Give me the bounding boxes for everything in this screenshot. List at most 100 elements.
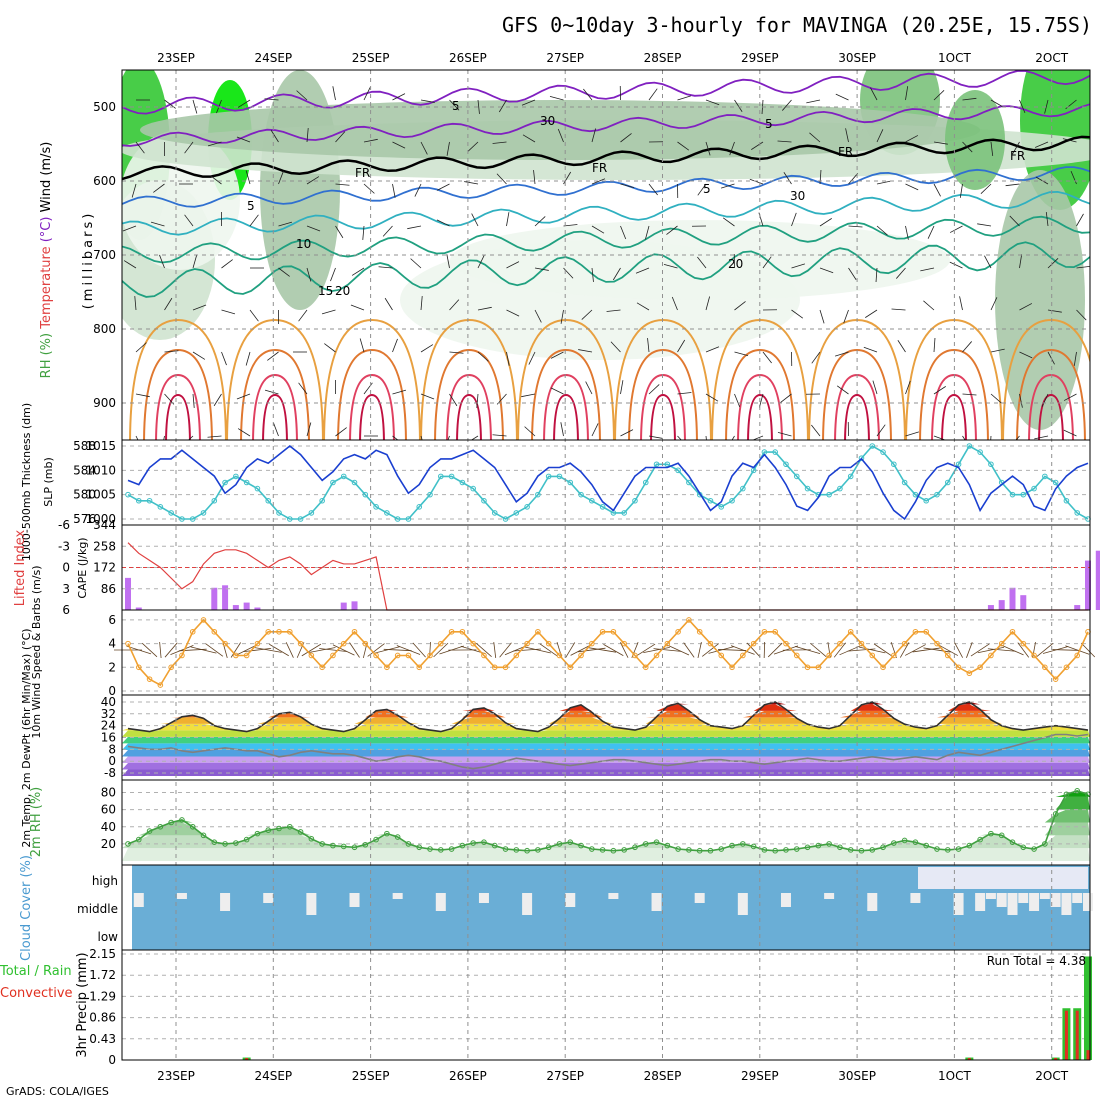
rh2m-point bbox=[394, 834, 401, 840]
rh2m-point bbox=[308, 835, 315, 842]
cloud-level-label: high bbox=[92, 874, 118, 888]
date-label-top: 26SEP bbox=[449, 51, 487, 65]
thickness-point bbox=[955, 461, 962, 468]
thickness-point bbox=[179, 516, 185, 522]
thickness-point bbox=[1074, 510, 1081, 516]
rh2m-point bbox=[330, 842, 336, 849]
rh2m-point bbox=[1042, 841, 1048, 847]
isotherm-line bbox=[122, 70, 1090, 115]
rh2m-point bbox=[567, 839, 574, 845]
wind-barb bbox=[192, 351, 206, 360]
wind-barb bbox=[351, 267, 365, 276]
wind-barb bbox=[758, 393, 764, 408]
wind-barb bbox=[1036, 643, 1054, 657]
contour-label: 20 bbox=[728, 257, 743, 271]
rh2m-point bbox=[448, 846, 455, 852]
wind-barb bbox=[235, 644, 258, 656]
wind-barb bbox=[476, 393, 479, 408]
wind-barb bbox=[363, 183, 375, 194]
thickness-point bbox=[286, 516, 293, 522]
wind-barb bbox=[278, 170, 284, 185]
wind-barb bbox=[141, 642, 158, 658]
li-line bbox=[127, 542, 1088, 611]
wind-speed-point bbox=[502, 664, 509, 671]
isotherm-line bbox=[122, 190, 1090, 236]
rh2m-point bbox=[491, 842, 498, 849]
thickness-point bbox=[125, 491, 131, 498]
wind-barb bbox=[496, 173, 507, 185]
wind-barb bbox=[306, 422, 312, 437]
thickness-point bbox=[146, 497, 153, 504]
rh2m-point bbox=[384, 830, 390, 837]
wind-barb bbox=[560, 309, 564, 324]
thickness-point bbox=[545, 473, 552, 480]
wind-speed-point bbox=[869, 652, 876, 659]
wind-barb bbox=[990, 297, 998, 311]
ylabel-part: RH (%) bbox=[39, 329, 54, 379]
wind-barb bbox=[891, 308, 906, 311]
wind-speed-point bbox=[707, 640, 714, 647]
rh2m-point bbox=[718, 846, 725, 852]
wind-barb bbox=[648, 435, 663, 439]
thickness-point bbox=[567, 479, 574, 486]
wind-barb bbox=[977, 646, 1005, 654]
rh2m-point bbox=[826, 841, 832, 847]
wind-barb bbox=[749, 178, 764, 185]
wind-barb bbox=[720, 183, 735, 189]
wind-barb bbox=[363, 382, 373, 395]
wind-barb bbox=[729, 141, 735, 156]
rh2m-point bbox=[912, 839, 919, 845]
wind-barb bbox=[872, 380, 878, 395]
wind-barb bbox=[563, 224, 578, 227]
wind-barb bbox=[192, 304, 207, 311]
wind-speed-point bbox=[578, 652, 584, 659]
wind-barb bbox=[777, 140, 792, 143]
wind-speed-point bbox=[1020, 640, 1027, 647]
wind-barb bbox=[734, 393, 741, 408]
wind-barb bbox=[163, 435, 165, 440]
wind-speed-point bbox=[297, 640, 304, 647]
wind-barb bbox=[285, 642, 294, 658]
wind-barb bbox=[966, 642, 973, 658]
wind-barb bbox=[1076, 213, 1084, 227]
wind-barb bbox=[809, 132, 821, 143]
thickness-point bbox=[826, 491, 832, 498]
date-label-top: 1OCT bbox=[938, 51, 971, 65]
wind-barb bbox=[506, 261, 520, 269]
rh-band bbox=[122, 796, 1090, 810]
wind-speed-point bbox=[858, 640, 865, 647]
wind-barb bbox=[933, 183, 941, 197]
wind-barb bbox=[705, 393, 719, 402]
wind-speed-point bbox=[319, 664, 325, 671]
wind-barb bbox=[414, 183, 422, 197]
rh2m-point bbox=[362, 841, 369, 848]
rh2m-point bbox=[1063, 791, 1070, 798]
wind-barb bbox=[589, 647, 617, 653]
wind-speed-point bbox=[222, 640, 228, 647]
y-tick-label: 0 bbox=[108, 754, 116, 768]
cape-tick-label: 344 bbox=[93, 518, 116, 532]
thickness-point bbox=[340, 473, 347, 480]
panel-frame bbox=[121, 949, 1091, 1061]
wind-barb bbox=[392, 141, 406, 149]
wind-barb bbox=[962, 141, 973, 153]
wind-barb bbox=[591, 267, 594, 282]
wind-barb bbox=[1045, 212, 1049, 227]
wind-speed-point bbox=[772, 628, 778, 635]
wind-barb bbox=[635, 267, 650, 274]
wind-speed-point bbox=[459, 628, 466, 635]
wind-barb bbox=[648, 88, 658, 101]
rh2m-point bbox=[524, 847, 530, 854]
li-tick-label: -6 bbox=[58, 518, 70, 532]
cape-bar bbox=[135, 607, 142, 610]
wind-barb bbox=[1009, 215, 1020, 227]
wind-barb bbox=[506, 212, 510, 227]
wind-barb bbox=[701, 643, 719, 657]
thickness-point bbox=[448, 473, 455, 480]
wind-barb bbox=[335, 183, 350, 186]
wind-barb bbox=[492, 434, 507, 437]
wind-barb bbox=[499, 642, 512, 658]
wind-speed-point bbox=[276, 628, 282, 635]
rh2m-point bbox=[157, 823, 164, 830]
wind-barb bbox=[920, 267, 935, 272]
